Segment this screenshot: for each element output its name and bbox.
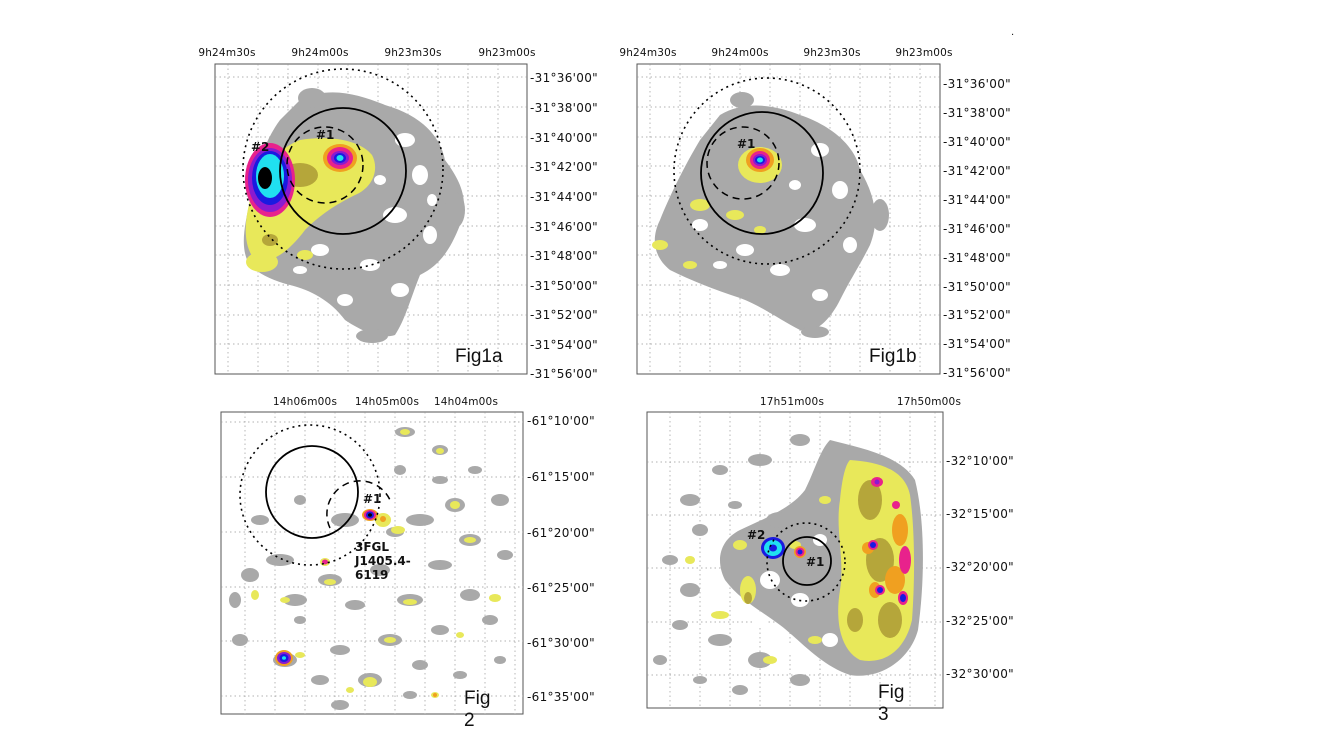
- dec-tick: -61°15'00": [527, 470, 595, 484]
- ra-tick: 14h06m00s: [272, 396, 338, 408]
- solid-circle: [700, 111, 824, 235]
- dec-tick: -31°50'00": [943, 280, 1011, 294]
- dashed-circle: [326, 480, 391, 529]
- magenta-emission: [868, 477, 911, 605]
- ra-tick: 9h23m00s: [895, 47, 953, 59]
- dec-tick: -31°54'00": [530, 338, 598, 352]
- source-label: #1: [316, 128, 335, 142]
- dec-tick: -31°36'00": [943, 77, 1011, 91]
- dec-tick: -31°46'00": [943, 222, 1011, 236]
- map-frame: [220, 411, 524, 715]
- large-dotted-circle: [673, 77, 861, 265]
- source-1-blob: [746, 148, 774, 172]
- ra-tick: 14h05m00s: [354, 396, 420, 408]
- map-frame: [646, 411, 944, 709]
- source-2-blob: [761, 537, 785, 559]
- dec-tick: -31°48'00": [943, 251, 1011, 265]
- ra-tick: 9h24m00s: [711, 47, 769, 59]
- dec-tick: -31°50'00": [530, 279, 598, 293]
- dec-tick: -61°30'00": [527, 636, 595, 650]
- dec-tick: -31°44'00": [943, 193, 1011, 207]
- source-label: #1: [363, 492, 382, 506]
- dec-tick: -32°20'00": [946, 560, 1014, 574]
- ra-tick: 9h24m00s: [291, 47, 349, 59]
- emission-gaps: [293, 133, 437, 306]
- source-label: #2: [747, 528, 766, 542]
- source-label: #1: [737, 137, 756, 151]
- large-dotted-circle: [242, 68, 444, 270]
- dec-tick: -31°38'00": [530, 101, 598, 115]
- ra-tick: 14h04m00s: [433, 396, 499, 408]
- figure-label: Fig 3: [878, 682, 905, 725]
- ra-tick: 9h23m30s: [803, 47, 861, 59]
- figure-label: Fig 2: [464, 688, 491, 731]
- dec-tick: -31°52'00": [530, 308, 598, 322]
- dec-tick: -31°56'00": [943, 366, 1011, 380]
- source-1-blob: [362, 509, 378, 521]
- dec-tick: -31°52'00": [943, 308, 1011, 322]
- source-label: 3FGL J1405.4-6119: [355, 540, 411, 582]
- emission-gaps: [692, 143, 857, 301]
- dec-tick: -31°42'00": [943, 164, 1011, 178]
- source-label: #1: [806, 555, 825, 569]
- dec-tick: -31°44'00": [530, 190, 598, 204]
- coordinate-grid: [221, 412, 523, 714]
- dec-tick: -31°48'00": [530, 249, 598, 263]
- ra-tick: 9h24m30s: [619, 47, 677, 59]
- figure-label: Fig1b: [869, 346, 917, 367]
- dec-tick: -61°35'00": [527, 690, 595, 704]
- dec-tick: -61°10'00": [527, 414, 595, 428]
- dashed-circle: [286, 126, 364, 204]
- blue-emission: [870, 479, 906, 602]
- bright-source-blob: [275, 650, 293, 666]
- dec-tick: -32°30'00": [946, 667, 1014, 681]
- dec-tick: -31°46'00": [530, 220, 598, 234]
- source-2-blob: [245, 143, 295, 217]
- source-1-blob: [323, 144, 357, 172]
- map-frame: [214, 63, 528, 375]
- figure-label: Fig1a: [455, 346, 503, 367]
- gray-emission: [654, 92, 889, 338]
- stray-mark: .: [1011, 27, 1015, 38]
- dec-tick: -31°40'00": [943, 135, 1011, 149]
- ra-tick: 9h24m30s: [198, 47, 256, 59]
- dec-tick: -31°40'00": [530, 131, 598, 145]
- dec-tick: -32°10'00": [946, 454, 1014, 468]
- ra-tick: 17h50m00s: [896, 396, 962, 408]
- dec-tick: -31°38'00": [943, 106, 1011, 120]
- source-label: #2: [251, 140, 270, 154]
- large-dotted-circle: [766, 522, 846, 602]
- solid-circle: [279, 107, 407, 235]
- large-dotted-circle: [239, 424, 381, 566]
- ra-tick: 9h23m00s: [478, 47, 536, 59]
- dec-tick: -61°25'00": [527, 581, 595, 595]
- dec-tick: -31°56'00": [530, 367, 598, 381]
- map-frame: [636, 63, 941, 375]
- ra-tick: 17h51m00s: [759, 396, 825, 408]
- solid-circle: [265, 445, 359, 539]
- ra-tick: 9h23m30s: [384, 47, 442, 59]
- dec-tick: -32°25'00": [946, 614, 1014, 628]
- dec-tick: -31°54'00": [943, 337, 1011, 351]
- dec-tick: -32°15'00": [946, 507, 1014, 521]
- solid-circle: [782, 536, 832, 586]
- dec-tick: -61°20'00": [527, 526, 595, 540]
- dec-tick: -31°42'00": [530, 160, 598, 174]
- orange-emission: [380, 516, 437, 697]
- emission-gaps: [752, 534, 838, 655]
- dashed-circle: [706, 126, 780, 200]
- source-1-blob: [794, 546, 806, 558]
- dec-tick: -31°36'00": [530, 71, 598, 85]
